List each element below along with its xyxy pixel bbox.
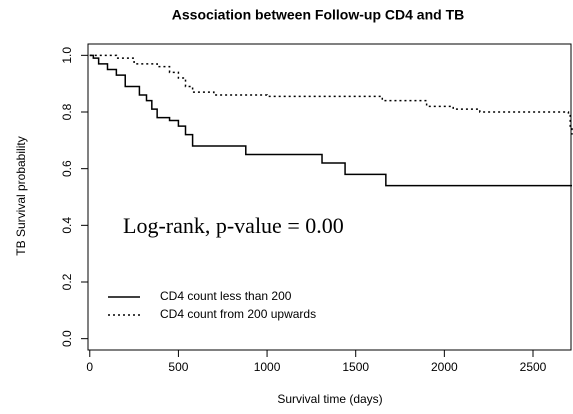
y-tick-label: 0.0 bbox=[60, 330, 74, 347]
survival-curve bbox=[89, 54, 573, 135]
x-axis-label: Survival time (days) bbox=[277, 392, 382, 406]
x-tick-label: 1000 bbox=[254, 360, 281, 374]
x-tick-label: 0 bbox=[86, 360, 93, 374]
y-tick-label: 0.8 bbox=[60, 103, 74, 120]
chart-title: Association between Follow-up CD4 and TB bbox=[172, 7, 464, 23]
x-tick-label: 2500 bbox=[520, 360, 547, 374]
y-tick-label: 0.2 bbox=[60, 273, 74, 290]
legend-label: CD4 count less than 200 bbox=[160, 289, 292, 303]
y-axis-label: TB Survival probability bbox=[14, 136, 28, 255]
survival-curve bbox=[89, 54, 572, 187]
y-tick-label: 1.0 bbox=[60, 47, 74, 64]
x-tick-label: 2000 bbox=[431, 360, 458, 374]
y-tick-label: 0.6 bbox=[60, 160, 74, 177]
y-tick-label: 0.4 bbox=[60, 217, 74, 234]
x-tick-label: 500 bbox=[168, 360, 188, 374]
annotation: Log-rank, p-value = 0.00 bbox=[123, 213, 344, 238]
plot-frame bbox=[87, 43, 572, 351]
legend-label: CD4 count from 200 upwards bbox=[160, 307, 316, 321]
x-tick-label: 1500 bbox=[342, 360, 369, 374]
